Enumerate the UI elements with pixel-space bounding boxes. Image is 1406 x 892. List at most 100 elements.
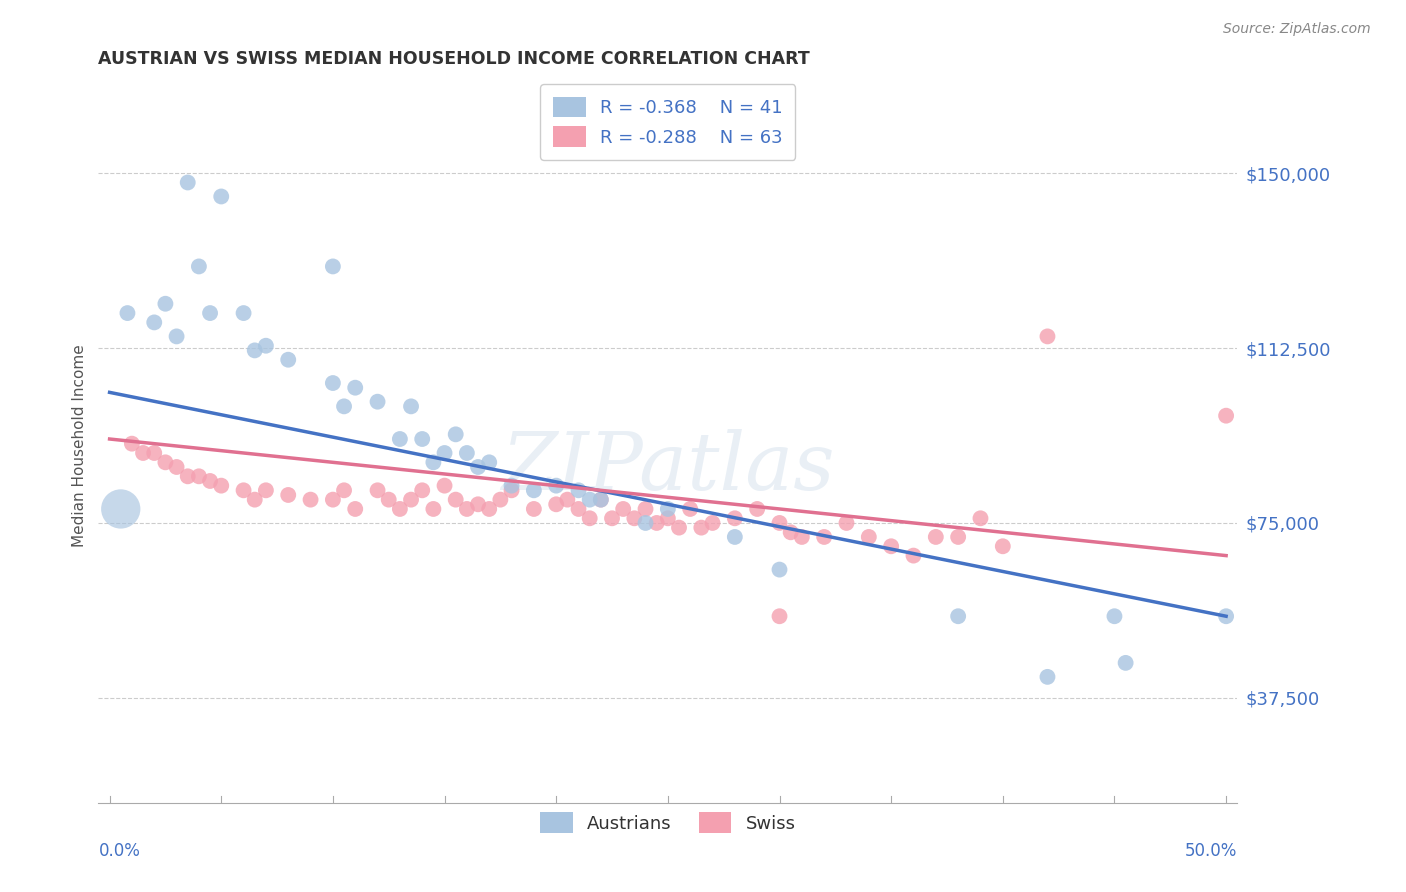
Point (567, 502, 589, 516)
Point (501, 478, 523, 492)
Point (668, 521, 690, 535)
Point (679, 502, 702, 516)
Point (467, 497, 489, 511)
Point (578, 492, 600, 507)
Text: AUSTRIAN VS SWISS MEDIAN HOUSEHOLD INCOME CORRELATION CHART: AUSTRIAN VS SWISS MEDIAN HOUSEHOLD INCOM… (98, 50, 810, 68)
Point (367, 483, 389, 498)
Point (433, 446, 456, 460)
Point (232, 306, 254, 320)
Point (143, 315, 166, 329)
Point (254, 339, 277, 353)
Point (399, 400, 422, 414)
Point (333, 483, 356, 498)
Point (456, 446, 478, 460)
Point (880, 539, 903, 553)
Point (467, 460, 489, 475)
Point (1215, 409, 1237, 423)
Point (747, 502, 769, 516)
Point (634, 502, 657, 516)
Point (657, 511, 679, 525)
Point (344, 381, 367, 395)
Point (478, 455, 501, 469)
Point (110, 502, 132, 516)
Point (388, 432, 411, 446)
Point (546, 497, 568, 511)
Point (422, 502, 444, 516)
Point (187, 469, 209, 483)
Point (858, 530, 880, 544)
Point (478, 502, 501, 516)
Point (399, 492, 422, 507)
Y-axis label: Median Household Income: Median Household Income (72, 344, 87, 548)
Point (657, 502, 679, 516)
Point (155, 297, 177, 311)
Point (143, 446, 166, 460)
Point (589, 492, 612, 507)
Point (724, 530, 747, 544)
Point (254, 483, 277, 498)
Point (589, 492, 612, 507)
Point (121, 436, 143, 450)
Text: Source: ZipAtlas.com: Source: ZipAtlas.com (1223, 22, 1371, 37)
Point (600, 511, 623, 525)
Point (166, 329, 188, 343)
Point (422, 455, 444, 469)
Point (166, 460, 188, 475)
Point (702, 516, 724, 530)
Point (523, 483, 546, 498)
Point (322, 376, 344, 390)
Point (322, 492, 344, 507)
Point (1036, 670, 1059, 684)
Point (768, 516, 790, 530)
Point (411, 432, 433, 446)
Point (634, 516, 657, 530)
Point (243, 492, 266, 507)
Point (117, 306, 139, 320)
Point (277, 352, 299, 367)
Point (377, 492, 399, 507)
Point (578, 511, 600, 525)
Point (433, 478, 456, 492)
Point (456, 502, 478, 516)
Point (813, 530, 835, 544)
Point (367, 394, 389, 409)
Point (1215, 609, 1237, 624)
Text: 0.0%: 0.0% (98, 842, 141, 860)
Point (344, 502, 367, 516)
Point (489, 492, 512, 507)
Point (1115, 656, 1137, 670)
Point (198, 474, 221, 488)
Point (501, 483, 523, 498)
Point (768, 563, 790, 577)
Point (177, 176, 200, 190)
Text: ZIPatlas: ZIPatlas (501, 429, 835, 506)
Point (835, 516, 858, 530)
Point (209, 478, 232, 492)
Point (209, 189, 232, 203)
Point (155, 455, 177, 469)
Point (132, 446, 155, 460)
Point (198, 306, 221, 320)
Point (991, 539, 1014, 553)
Point (925, 530, 948, 544)
Point (444, 427, 467, 442)
Point (612, 502, 634, 516)
Point (969, 511, 991, 525)
Point (1036, 329, 1059, 343)
Point (946, 609, 969, 624)
Point (444, 492, 467, 507)
Point (567, 483, 589, 498)
Point (546, 478, 568, 492)
Point (779, 525, 801, 540)
Text: 50.0%: 50.0% (1185, 842, 1237, 860)
Point (411, 483, 433, 498)
Point (333, 400, 356, 414)
Point (187, 260, 209, 274)
Point (790, 530, 813, 544)
Point (557, 492, 579, 507)
Point (690, 521, 713, 535)
Point (903, 549, 925, 563)
Point (277, 488, 299, 502)
Point (322, 260, 344, 274)
Point (243, 343, 266, 358)
